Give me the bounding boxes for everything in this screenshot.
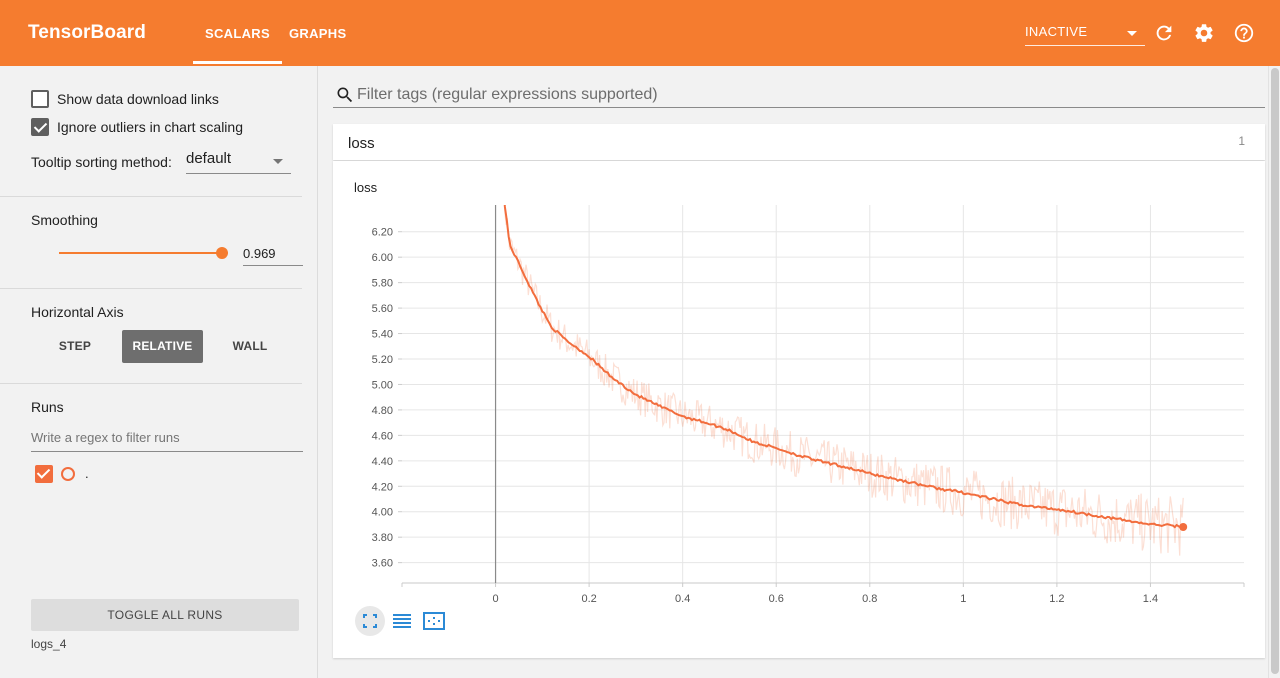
smoothing-value-input[interactable]: 0.969 (243, 244, 303, 266)
x-tick-label: 0.8 (862, 593, 877, 605)
tooltip-sorting-label: Tooltip sorting method: (31, 154, 172, 170)
x-tick-label: 0.4 (675, 593, 690, 605)
axis-relative-button[interactable]: RELATIVE (122, 330, 203, 363)
log-directory: logs_4 (31, 637, 67, 651)
axis-wall-button[interactable]: WALL (232, 339, 268, 353)
section-divider (0, 383, 302, 384)
x-tick-label: 0.6 (769, 593, 784, 605)
ignore-outliers-label: Ignore outliers in chart scaling (57, 119, 243, 135)
axis-step-button[interactable]: STEP (58, 339, 92, 353)
y-tick-label: 5.00 (372, 379, 393, 391)
run-color-radio[interactable] (61, 467, 75, 481)
x-tick-label: 1 (960, 593, 966, 605)
sidebar (0, 66, 318, 678)
chevron-down-icon (273, 159, 283, 164)
chevron-down-icon (1127, 31, 1137, 36)
run-status-value: INACTIVE (1025, 24, 1088, 39)
smoothed-loss-series (503, 205, 1183, 529)
y-tick-label: 5.20 (372, 354, 393, 366)
y-tick-label: 6.00 (372, 252, 393, 264)
y-tick-label: 4.20 (372, 481, 393, 493)
run-filter-placeholder: Write a regex to filter runs (31, 430, 180, 445)
y-tick-label: 3.60 (372, 558, 393, 570)
run-filter-input[interactable]: Write a regex to filter runs (31, 430, 303, 452)
y-tick-label: 5.60 (372, 303, 393, 315)
smoothing-slider-track[interactable] (59, 252, 222, 254)
x-tick-label: 0 (492, 593, 498, 605)
smoothing-slider-handle[interactable] (216, 247, 228, 259)
section-divider (0, 288, 302, 289)
x-tick-label: 1.4 (1143, 593, 1158, 605)
run-name: . (85, 466, 89, 481)
ignore-outliers-checkbox[interactable] (31, 118, 49, 136)
tooltip-sorting-select[interactable]: default (186, 150, 291, 174)
run-status-dropdown[interactable]: INACTIVE (1025, 24, 1145, 46)
expand-chart-button[interactable] (355, 606, 385, 636)
tab-graphs[interactable]: GRAPHS (289, 26, 347, 41)
list-icon (393, 614, 411, 628)
scrollbar-thumb[interactable] (1271, 68, 1279, 674)
fullscreen-icon (363, 614, 377, 628)
y-tick-label: 6.20 (372, 227, 393, 239)
toggle-log-scale-button[interactable] (387, 606, 417, 636)
chart-card: loss 3.60 3.80 4.00 4.20 4.40 4.60 4.80 5.00 5.2… (333, 161, 1265, 658)
y-tick-label: 4.40 (372, 456, 393, 468)
top-toolbar: TensorBoard SCALARS GRAPHS INACTIVE (0, 0, 1280, 66)
app-title: TensorBoard (28, 22, 146, 43)
page-scrollbar[interactable] (1268, 66, 1280, 678)
x-tick-label: 1.2 (1049, 593, 1064, 605)
toggle-all-runs-button[interactable]: TOGGLE ALL RUNS (31, 599, 299, 631)
tag-filter-placeholder: Filter tags (regular expressions support… (357, 86, 658, 103)
search-icon (337, 87, 353, 103)
chart-title: loss (354, 180, 378, 195)
refresh-icon[interactable] (1153, 22, 1175, 44)
fit-domain-button[interactable] (419, 606, 449, 636)
help-icon[interactable] (1233, 22, 1255, 44)
run-checkbox[interactable] (35, 465, 53, 483)
smoothing-label: Smoothing (31, 212, 98, 228)
show-download-links-label: Show data download links (57, 91, 219, 107)
gear-icon[interactable] (1193, 22, 1215, 44)
series-end-point (1179, 523, 1188, 531)
y-tick-label: 4.80 (372, 405, 393, 417)
tag-filter-input[interactable]: Filter tags (regular expressions support… (333, 82, 1265, 108)
y-tick-label: 5.40 (372, 329, 393, 341)
fit-to-data-icon (423, 612, 445, 630)
category-header[interactable]: loss 1 (333, 124, 1265, 160)
show-download-links-checkbox[interactable] (31, 90, 49, 108)
category-name: loss (348, 135, 375, 152)
section-divider (0, 196, 302, 197)
y-tick-label: 3.80 (372, 532, 393, 544)
loss-chart[interactable]: 3.60 3.80 4.00 4.20 4.40 4.60 4.80 5.00 5.20 5.40… (333, 161, 1265, 658)
x-tick-label: 0.2 (581, 593, 596, 605)
runs-label: Runs (31, 399, 64, 415)
tab-scalars[interactable]: SCALARS (193, 26, 282, 64)
category-count: 1 (1238, 134, 1245, 148)
y-tick-label: 4.00 (372, 507, 393, 519)
raw-loss-series (504, 205, 1184, 556)
horizontal-axis-label: Horizontal Axis (31, 304, 124, 320)
y-tick-label: 4.60 (372, 430, 393, 442)
tooltip-sorting-value: default (186, 150, 232, 167)
y-tick-label: 5.80 (372, 278, 393, 290)
